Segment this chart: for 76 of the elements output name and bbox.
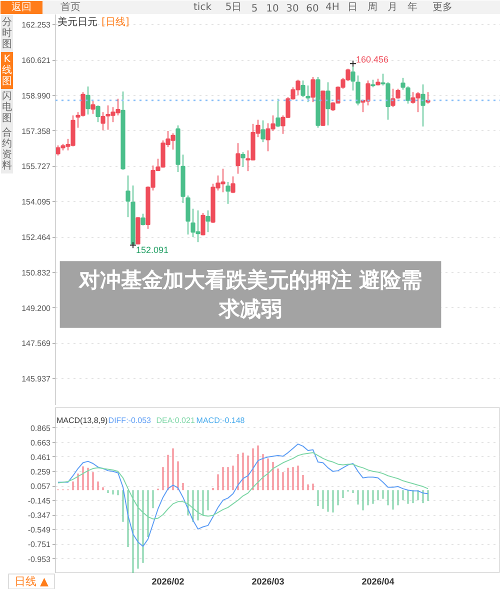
chart-subtitle: [日线] [102,16,130,28]
candlestick [186,194,190,236]
line-series [58,444,428,547]
candlestick [200,212,206,236]
candlestick [206,210,210,233]
text: DIFF:-0.053 [108,416,152,425]
annotation: 对冲基金加大看跌美元的押注 避险需求减弱 [78,268,422,321]
candlestick [356,74,360,106]
text: 10 [266,4,279,14]
text: 合约资料 [2,126,12,172]
candlestick [240,152,246,168]
text: 日 [348,2,358,13]
line-series [58,452,428,520]
candlestick [126,175,130,218]
candlestick [406,86,410,104]
text: 日线 ▲ [14,575,50,588]
candlestick [260,120,266,143]
candlestick [140,213,146,226]
legend-title: MACD(13,8,9) [56,416,108,425]
y-tick-label: 152.464 [22,233,52,242]
y-tick-label: 0.865 [30,424,52,433]
y-tick-label: 162.253 [22,20,52,30]
text: 周 [368,2,378,13]
candlestick [230,176,236,194]
text: 更多 [432,1,452,13]
y-tick-label: -0.751 [28,540,52,550]
candlestick [236,142,240,174]
y-tick-label: 0.259 [30,467,52,476]
text: DEA:0.021 [156,416,196,425]
y-tick-label: 160.621 [22,56,52,66]
y-tick-label: 0.461 [30,452,52,462]
text: 月 [388,2,398,13]
y-tick-label: -0.347 [28,511,52,520]
y-tick-label: 158.990 [22,91,52,100]
y-tick-label: 0.663 [30,438,52,448]
candlestick [400,77,406,90]
y-tick-label: -0.953 [28,554,52,564]
x-tick-label: 2026/04 [362,576,394,586]
text: 返回 [12,1,32,13]
chart-title: 美元日元 [58,16,98,28]
y-tick-label: 154.095 [22,198,52,207]
annotation: 160.456 [356,54,389,65]
x-tick-label: 2026/02 [152,576,184,586]
x-tick-label: 2026/03 [252,576,284,586]
y-tick-label: 150.832 [22,268,52,278]
candlestick [310,76,316,103]
y-tick-label: 157.358 [22,126,52,136]
text: 30 [286,4,299,14]
text: 首页 [60,1,80,13]
y-tick-label: 145.937 [22,374,52,384]
text: 5 [251,4,258,14]
text: tick [194,2,212,13]
text: 5日 [225,2,242,13]
text: 闪电图 [2,90,12,124]
candlestick [226,182,230,204]
text: 分时图 [2,16,12,50]
candlestick [276,98,280,128]
y-tick-label: 147.569 [22,339,52,348]
text: 4H [326,2,340,13]
y-tick-label: -0.145 [28,496,52,506]
candlestick [326,82,330,126]
candlestick [300,80,306,98]
y-tick-label: 155.727 [22,162,52,172]
y-tick-label: 149.200 [22,304,52,313]
candlestick [306,84,310,103]
candlestick [420,84,426,127]
y-tick-label: 0.057 [30,482,52,492]
text: K线图 [2,54,12,87]
text: 60 [306,4,319,14]
text: 年 [408,1,418,13]
candlestick [86,86,90,116]
annotation: MACD:-0.148 [196,416,246,425]
candlestick [90,100,96,114]
candlestick [96,104,100,123]
y-tick-label: -0.549 [28,526,52,535]
annotation: 152.091 [136,245,169,256]
